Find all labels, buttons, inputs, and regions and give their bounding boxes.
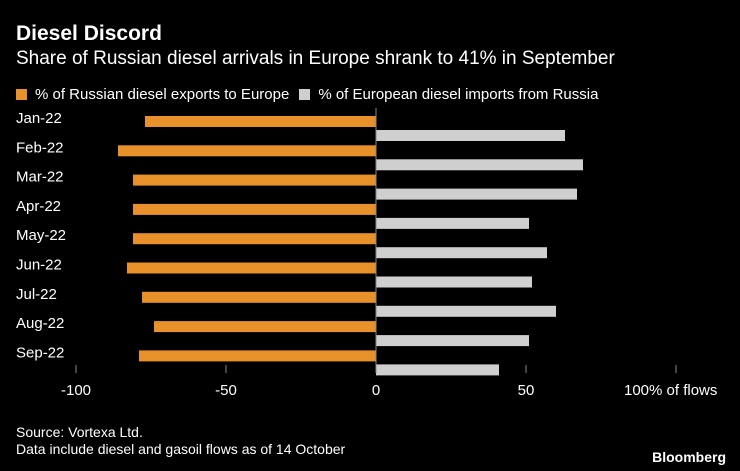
category-label: Aug-22 (16, 315, 64, 332)
x-tick-label: 0 (372, 382, 380, 399)
bar-imports (376, 247, 547, 259)
bar-exports (133, 174, 376, 186)
legend-item-exports: % of Russian diesel exports to Europe (16, 86, 289, 103)
bar-imports (376, 188, 577, 200)
category-label: Sep-22 (16, 344, 64, 361)
source-note: Source: Vortexa Ltd. Data include diesel… (16, 424, 345, 458)
legend-label-imports: % of European diesel imports from Russia (318, 86, 599, 103)
source-line: Source: Vortexa Ltd. (16, 424, 143, 440)
bar-exports (142, 291, 376, 303)
x-tick-label: 50 (518, 382, 535, 399)
category-label: Jan-22 (16, 110, 62, 127)
x-tick-label: -100 (61, 382, 91, 399)
chart-subtitle: Share of Russian diesel arrivals in Euro… (16, 48, 615, 69)
bloomberg-logo: Bloomberg (652, 449, 726, 465)
bar-exports (133, 203, 376, 215)
bar-imports (376, 364, 499, 376)
bar-exports (154, 321, 376, 333)
legend-swatch-orange (16, 89, 27, 100)
chart-title: Diesel Discord (16, 22, 162, 45)
bar-imports (376, 159, 583, 171)
x-tick-label: -50 (215, 382, 237, 399)
data-note-line: Data include diesel and gasoil flows as … (16, 441, 346, 457)
category-label: Apr-22 (16, 198, 61, 215)
category-label: May-22 (16, 227, 66, 244)
bar-exports (133, 233, 376, 245)
legend: % of Russian diesel exports to Europe % … (16, 86, 608, 103)
bar-imports (376, 130, 565, 141)
category-label: Mar-22 (16, 169, 64, 186)
category-label: Jul-22 (16, 286, 57, 303)
bar-exports (118, 145, 376, 157)
bar-exports (139, 350, 376, 362)
bar-exports (145, 116, 376, 127)
legend-swatch-gray (299, 89, 311, 100)
bar-imports (376, 217, 529, 229)
bar-imports (376, 276, 532, 288)
category-label: Jun-22 (16, 257, 62, 274)
category-label: Feb-22 (16, 139, 64, 156)
legend-item-imports: % of European diesel imports from Russia (299, 86, 598, 103)
bar-exports (127, 262, 376, 274)
x-tick-label: 100% of flows (624, 382, 717, 399)
legend-label-exports: % of Russian diesel exports to Europe (35, 86, 290, 103)
bar-imports (376, 335, 529, 347)
bar-imports (376, 305, 556, 317)
